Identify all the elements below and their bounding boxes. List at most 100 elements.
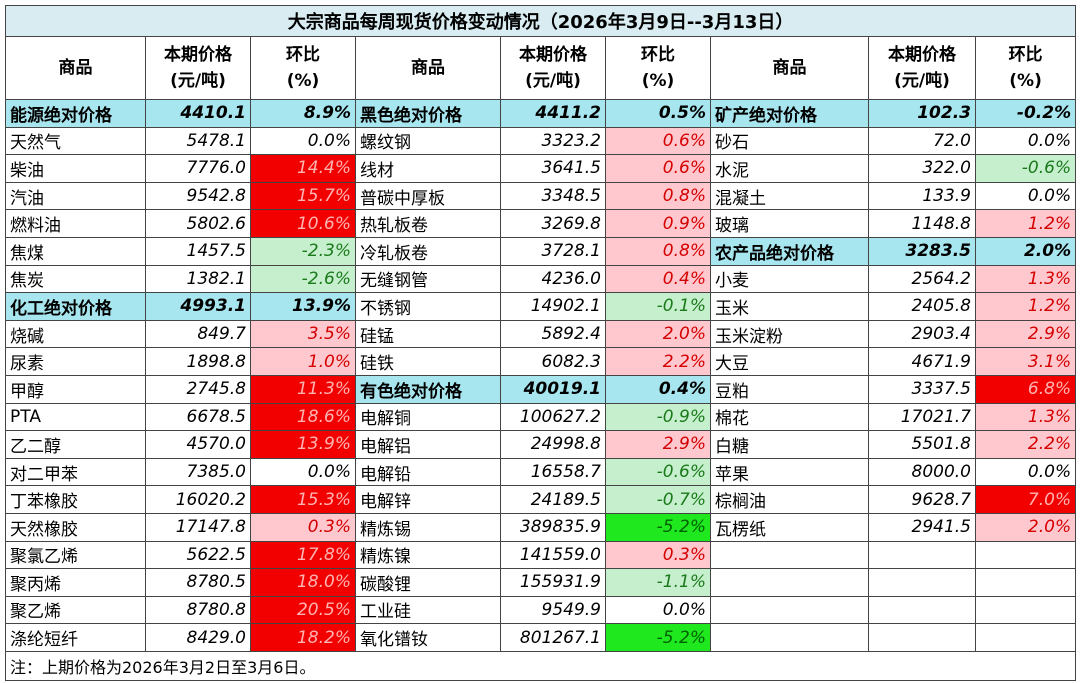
commodity-name: 天然气	[5, 126, 146, 156]
empty-cell	[868, 623, 976, 652]
change: -2.6%	[250, 264, 356, 294]
change: -1.1%	[605, 568, 711, 597]
price: 6082.3	[500, 347, 606, 376]
price: 3283.5	[868, 236, 976, 266]
price: 389835.9	[500, 512, 606, 542]
commodity-name: 聚丙烯	[5, 568, 146, 597]
change: 0.0%	[974, 457, 1077, 487]
commodity-name: 不锈钢	[355, 292, 501, 321]
commodity-name: PTA	[5, 402, 146, 432]
change: 15.3%	[250, 485, 356, 514]
commodity-name: 碳酸锂	[355, 568, 501, 597]
change: 1.2%	[974, 292, 1077, 321]
table-row: 聚乙烯 8780.8 20.5% 工业硅 9549.9 0.0%	[5, 595, 1077, 625]
change: 1.3%	[974, 264, 1077, 294]
change: 7.0%	[974, 485, 1077, 514]
table-row: 尿素 1898.8 1.0% 硅铁 6082.3 2.2% 大豆 4671.9 3.1%	[5, 347, 1077, 376]
commodity-name: 焦炭	[5, 264, 146, 294]
change: 10.6%	[250, 209, 356, 238]
column-header: 环比 (%)	[974, 36, 1077, 100]
price: 322.0	[868, 154, 976, 183]
price: 849.7	[145, 319, 251, 349]
commodity-name: 瓦楞纸	[710, 512, 869, 542]
table-row: 对二甲苯 7385.0 0.0% 电解铅 16558.7 -0.6% 苹果 8000.0 0.0…	[5, 457, 1077, 487]
commodity-name: 大豆	[710, 347, 869, 376]
change: -0.7%	[605, 485, 711, 514]
table-row: 焦煤 1457.5 -2.3% 冷轧板卷 3728.1 0.8% 农产品绝对价格 3283.5…	[5, 236, 1077, 266]
price: 4671.9	[868, 347, 976, 376]
price: 6678.5	[145, 402, 251, 432]
commodity-name: 螺纹钢	[355, 126, 501, 156]
commodity-name: 电解铅	[355, 457, 501, 487]
price: 102.3	[868, 99, 976, 128]
commodity-name: 普碳中厚板	[355, 181, 501, 211]
change: 0.8%	[605, 236, 711, 266]
table-row: 甲醇 2745.8 11.3% 有色绝对价格 40019.1 0.4% 豆粕 3337.5 6.…	[5, 374, 1077, 404]
change: -0.2%	[974, 99, 1077, 128]
commodity-name: 精炼镍	[355, 540, 501, 570]
price: 8000.0	[868, 457, 976, 487]
empty-cell	[868, 540, 976, 570]
commodity-name: 棕榈油	[710, 485, 869, 514]
price: 7385.0	[145, 457, 251, 487]
price: 3323.2	[500, 126, 606, 156]
price: 2941.5	[868, 512, 976, 542]
commodity-name: 电解铝	[355, 430, 501, 459]
change: 2.9%	[974, 319, 1077, 349]
table-row: 汽油 9542.8 15.7% 普碳中厚板 3348.5 0.8% 混凝土 133.9 0.0%	[5, 181, 1077, 211]
column-header: 环比 (%)	[250, 36, 356, 100]
commodity-name: 棉花	[710, 402, 869, 432]
commodity-name: 天然橡胶	[5, 512, 146, 542]
footnote: 注：上期价格为2026年3月2日至3月6日。	[4, 650, 1077, 681]
commodity-name: 涤纶短纤	[5, 623, 146, 652]
commodity-name: 水泥	[710, 154, 869, 183]
price: 3348.5	[500, 181, 606, 211]
commodity-name: 焦煤	[5, 236, 146, 266]
empty-cell	[974, 568, 1077, 597]
column-header: 商品	[5, 36, 146, 100]
commodity-name: 汽油	[5, 181, 146, 211]
commodity-name: 聚乙烯	[5, 595, 146, 625]
price: 4410.1	[145, 99, 251, 128]
column-header: 本期价格 (元/吨)	[500, 36, 606, 100]
commodity-name: 电解锌	[355, 485, 501, 514]
table-row: 乙二醇 4570.0 13.9% 电解铝 24998.8 2.9% 白糖 5501.8 2.2%	[5, 430, 1077, 459]
price: 16558.7	[500, 457, 606, 487]
price: 4411.2	[500, 99, 606, 128]
change: 13.9%	[250, 292, 356, 321]
change: -2.3%	[250, 236, 356, 266]
change: -5.2%	[605, 512, 711, 542]
price: 24998.8	[500, 430, 606, 459]
empty-cell	[710, 540, 869, 570]
table-row: 天然橡胶 17147.8 0.3% 精炼锡 389835.9 -5.2% 瓦楞纸 2941.5…	[5, 512, 1077, 542]
change: 14.4%	[250, 154, 356, 183]
commodity-name: 白糖	[710, 430, 869, 459]
commodity-name: 混凝土	[710, 181, 869, 211]
price: 3337.5	[868, 374, 976, 404]
price: 801267.1	[500, 623, 606, 652]
change: 18.2%	[250, 623, 356, 652]
commodity-name: 精炼锡	[355, 512, 501, 542]
table-row: 化工绝对价格 4993.1 13.9% 不锈钢 14902.1 -0.1% 玉米 2405.8…	[5, 292, 1077, 321]
price: 2564.2	[868, 264, 976, 294]
price: 5501.8	[868, 430, 976, 459]
price: 5892.4	[500, 319, 606, 349]
commodity-name: 甲醇	[5, 374, 146, 404]
change: 0.8%	[605, 181, 711, 211]
commodity-name: 砂石	[710, 126, 869, 156]
change: 2.9%	[605, 430, 711, 459]
commodity-name: 豆粕	[710, 374, 869, 404]
table-row: 燃料油 5802.6 10.6% 热轧板卷 3269.8 0.9% 玻璃 1148.8 1.2%	[5, 209, 1077, 238]
commodity-name: 玉米	[710, 292, 869, 321]
commodity-name: 对二甲苯	[5, 457, 146, 487]
price: 9542.8	[145, 181, 251, 211]
commodity-name: 黑色绝对价格	[355, 99, 501, 128]
change: 0.3%	[605, 540, 711, 570]
table-row: 聚氯乙烯 5622.5 17.8% 精炼镍 141559.0 0.3%	[5, 540, 1077, 570]
commodity-name: 化工绝对价格	[5, 292, 146, 321]
price: 8780.5	[145, 568, 251, 597]
change: 0.5%	[605, 99, 711, 128]
empty-cell	[974, 540, 1077, 570]
price: 8429.0	[145, 623, 251, 652]
change: 1.2%	[974, 209, 1077, 238]
